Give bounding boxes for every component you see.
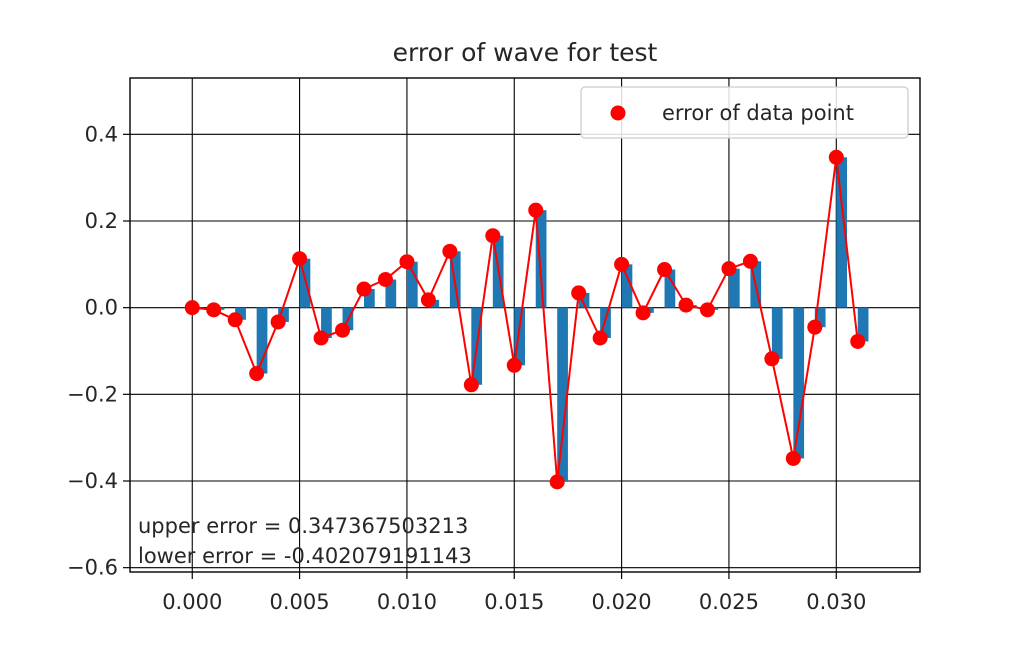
data-point [485,228,501,244]
data-point [420,292,436,308]
bar [278,307,289,322]
legend-marker [610,105,626,121]
lower-error-annotation: lower error = -0.402079191143 [138,544,472,568]
data-point [571,285,587,301]
bar [621,264,633,308]
data-point [678,297,694,313]
x-tick-label: 0.010 [377,590,437,614]
data-point [549,474,565,490]
y-tick-label: −0.4 [67,469,118,493]
x-tick-label: 0.000 [162,590,222,614]
data-point [377,272,393,287]
y-tick-label: 0.2 [85,209,118,233]
legend-label: error of data point [662,101,854,125]
bar [235,307,246,320]
bar [321,307,332,338]
chart-title: error of wave for test [393,38,658,67]
data-point [270,314,286,330]
x-tick-label: 0.030 [806,590,866,614]
data-point [764,351,780,367]
data-point [828,149,844,165]
plot-frame [129,77,921,573]
y-tick-label: −0.2 [67,382,118,406]
bar [514,307,525,366]
data-point [699,302,715,318]
data-point [463,377,479,393]
bar [256,307,268,374]
x-tick-label: 0.025 [699,590,759,614]
data-point [442,243,458,259]
bar [836,157,848,308]
data-point [721,261,737,277]
data-point [227,312,243,328]
data-point [528,202,544,218]
data-point [592,330,608,346]
data-point [206,302,222,318]
bar [664,269,676,308]
upper-error-annotation: upper error = 0.347367503213 [138,514,468,538]
bar [363,289,375,308]
bar [557,307,568,482]
data-point [313,330,329,346]
legend-box [580,86,909,139]
y-tick-label: 0.0 [85,296,118,320]
data-point [356,281,372,297]
bar [406,261,418,308]
data-point [506,357,522,373]
data-point [785,450,801,466]
data-point [635,305,651,321]
bar [535,210,547,308]
data-point [249,366,265,382]
x-tick-label: 0.020 [592,590,652,614]
y-tick-label: 0.4 [85,122,118,146]
bar [771,307,783,359]
x-axis-ticks: 0.000 0.005 0.010 0.015 0.020 0.025 0.030 [162,572,866,614]
bar [793,307,805,459]
bar [814,307,826,328]
bar [299,258,311,308]
bar [728,268,740,308]
data-point [742,253,758,269]
data-point [399,254,415,270]
legend: error of data point [580,86,909,139]
data-point [850,333,866,349]
data-point [614,256,630,272]
y-axis-ticks: −0.6 −0.4 −0.2 0.0 0.2 0.4 [67,122,130,580]
x-tick-label: 0.005 [270,590,330,614]
marker-series [184,149,866,490]
data-point [335,322,351,338]
data-point [807,319,823,335]
y-tick-label: −0.6 [67,556,118,580]
bar [578,292,590,308]
data-point [292,251,308,267]
data-point [184,300,200,316]
x-tick-label: 0.015 [484,590,544,614]
data-point [657,262,673,278]
bar [385,279,397,308]
bar [857,307,869,342]
